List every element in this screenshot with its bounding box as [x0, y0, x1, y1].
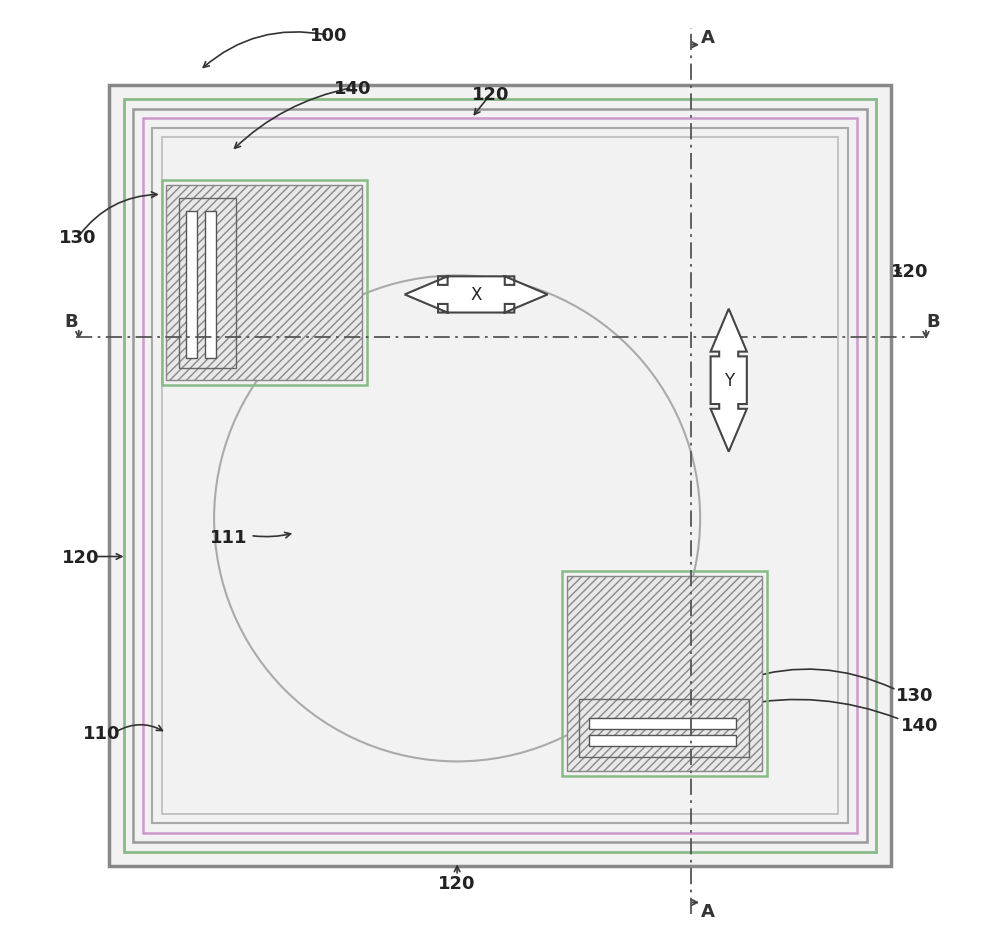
Text: 140: 140 — [334, 80, 371, 97]
Text: 120: 120 — [891, 263, 929, 280]
Bar — [162, 181, 367, 386]
Text: 120: 120 — [472, 87, 509, 104]
Bar — [205, 211, 216, 359]
Bar — [589, 718, 736, 729]
Bar — [186, 211, 197, 359]
Text: A: A — [701, 902, 715, 920]
Text: 120: 120 — [438, 875, 476, 892]
Bar — [589, 735, 736, 746]
Text: A: A — [701, 30, 715, 47]
Polygon shape — [405, 277, 548, 313]
Text: X: X — [470, 287, 482, 304]
Text: 140: 140 — [901, 717, 938, 734]
Bar — [143, 119, 857, 833]
Bar — [162, 138, 838, 814]
Bar — [133, 109, 867, 843]
Text: B: B — [64, 313, 78, 330]
Text: 110: 110 — [83, 724, 120, 742]
Text: 130: 130 — [59, 229, 97, 247]
Text: 111: 111 — [210, 529, 247, 546]
Bar — [124, 100, 876, 852]
Polygon shape — [711, 309, 747, 452]
Bar — [567, 576, 762, 771]
Bar — [152, 129, 848, 823]
Bar — [179, 199, 236, 368]
Bar — [562, 571, 767, 776]
Bar — [166, 186, 362, 381]
Text: 120: 120 — [62, 548, 99, 565]
Bar — [109, 86, 891, 866]
Text: 130: 130 — [896, 686, 933, 704]
Bar — [579, 700, 749, 757]
Text: Y: Y — [724, 372, 734, 389]
Text: B: B — [927, 313, 940, 330]
Text: 100: 100 — [310, 28, 347, 45]
